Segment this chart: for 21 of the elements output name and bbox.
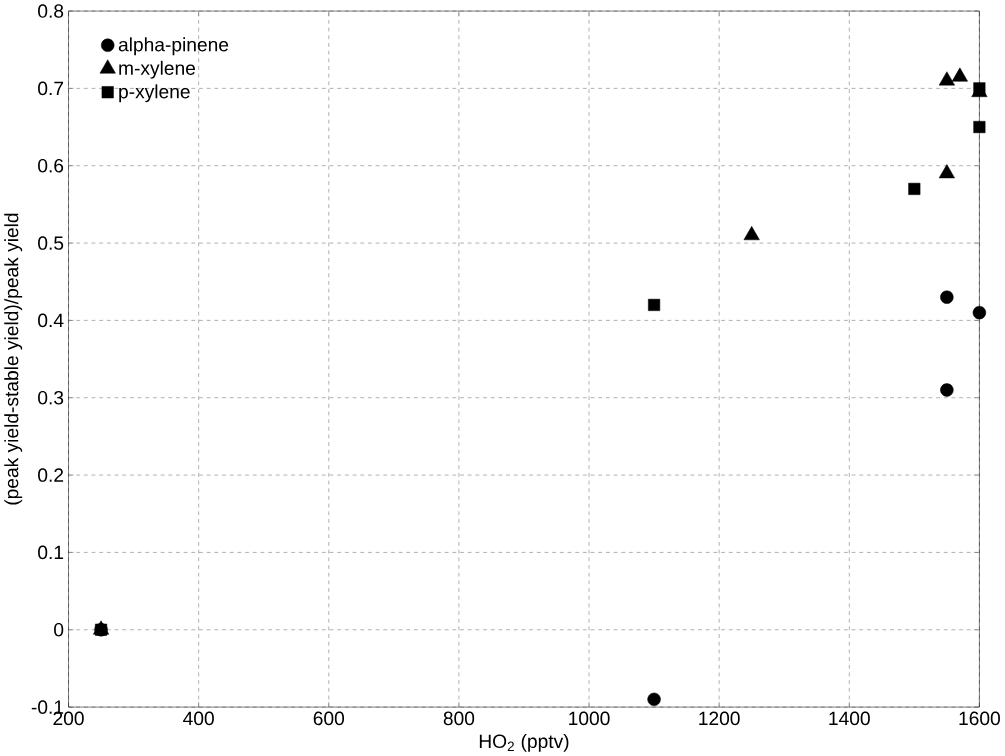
x-tick-label: 1200: [699, 711, 740, 726]
legend-label: alpha-pinene: [118, 37, 229, 56]
x-tick-label: 400: [183, 711, 214, 726]
x-tick-label: 1000: [569, 711, 610, 726]
y-tick-label: 0.4: [38, 313, 64, 328]
y-axis-title: (peak yield-stable yield)/peak yield: [4, 213, 23, 505]
y-tick-label: 0.3: [38, 390, 64, 405]
x-axis-title: HO$_{2}$ (pptv): [479, 733, 569, 752]
x-tick-label: 1400: [829, 711, 870, 726]
x-tick-label: 1600: [959, 711, 1000, 726]
y-tick-label: 0.2: [38, 468, 64, 482]
y-tick-label: 0: [54, 622, 64, 637]
legend-label: p-xylene: [119, 84, 190, 103]
y-tick-label: 0.7: [38, 81, 64, 96]
y-tick-label: 0.8: [38, 4, 64, 18]
y-tick-label: 0.6: [38, 158, 64, 173]
legend-label: m-xylene: [119, 60, 196, 79]
x-tick-label: 800: [443, 711, 475, 726]
y-tick-label: 0.1: [38, 545, 64, 560]
x-tick-label: 600: [313, 711, 345, 726]
y-tick-label: 0.5: [38, 236, 64, 250]
